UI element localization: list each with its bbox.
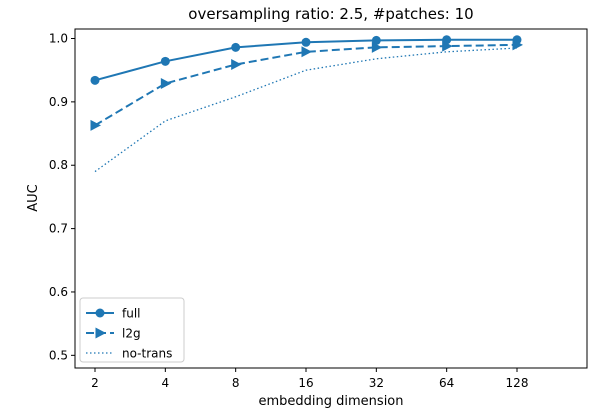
series-l2g — [90, 39, 523, 131]
legend-item: full — [86, 307, 141, 321]
data-point — [90, 119, 101, 131]
x-tick-label: 16 — [298, 376, 313, 390]
series-layer — [90, 35, 523, 173]
y-axis-label: AUC — [26, 184, 41, 212]
y-tick-label: 0.9 — [49, 95, 68, 109]
plot-frame — [74, 28, 588, 369]
x-axis: 2 4 8 16 32 64 128 — [91, 368, 528, 390]
x-tick-label: 4 — [162, 376, 170, 390]
legend: full l2g no-trans — [79, 297, 185, 363]
legend-items: full l2g no-trans — [86, 307, 172, 361]
data-point — [231, 58, 242, 70]
x-tick-label: 32 — [369, 376, 384, 390]
y-tick-label: 0.7 — [49, 222, 68, 236]
series-no-trans — [94, 47, 518, 173]
legend-marker — [95, 308, 105, 318]
legend-label: l2g — [122, 327, 141, 341]
data-point — [160, 77, 172, 89]
legend-item: l2g — [86, 327, 141, 341]
legend-marker — [95, 327, 106, 339]
data-point — [442, 40, 453, 52]
data-point — [90, 75, 100, 85]
x-axis-label: embedding dimension — [259, 394, 404, 409]
data-point — [160, 56, 170, 66]
data-point — [301, 46, 312, 58]
chart-title: oversampling ratio: 2.5, #patches: 10 — [188, 5, 473, 23]
data-point — [512, 39, 523, 51]
x-tick-label: 128 — [506, 376, 529, 390]
legend-item: no-trans — [86, 347, 172, 361]
data-point — [371, 41, 383, 53]
series-full — [90, 35, 522, 85]
series-line — [94, 43, 518, 127]
y-tick-label: 0.5 — [49, 348, 68, 362]
legend-label: full — [122, 307, 141, 321]
data-point — [231, 42, 241, 52]
series-line — [94, 47, 518, 173]
y-axis: 0.5 0.6 0.7 0.8 0.9 1.0 — [49, 32, 75, 362]
legend-label: no-trans — [122, 347, 172, 361]
data-point — [301, 37, 311, 47]
x-tick-label: 64 — [439, 376, 454, 390]
y-tick-label: 0.8 — [49, 158, 68, 172]
y-tick-label: 1.0 — [49, 32, 68, 46]
x-tick-label: 8 — [232, 376, 240, 390]
x-tick-label: 2 — [91, 376, 99, 390]
data-point — [371, 35, 381, 45]
y-tick-label: 0.6 — [49, 285, 68, 299]
